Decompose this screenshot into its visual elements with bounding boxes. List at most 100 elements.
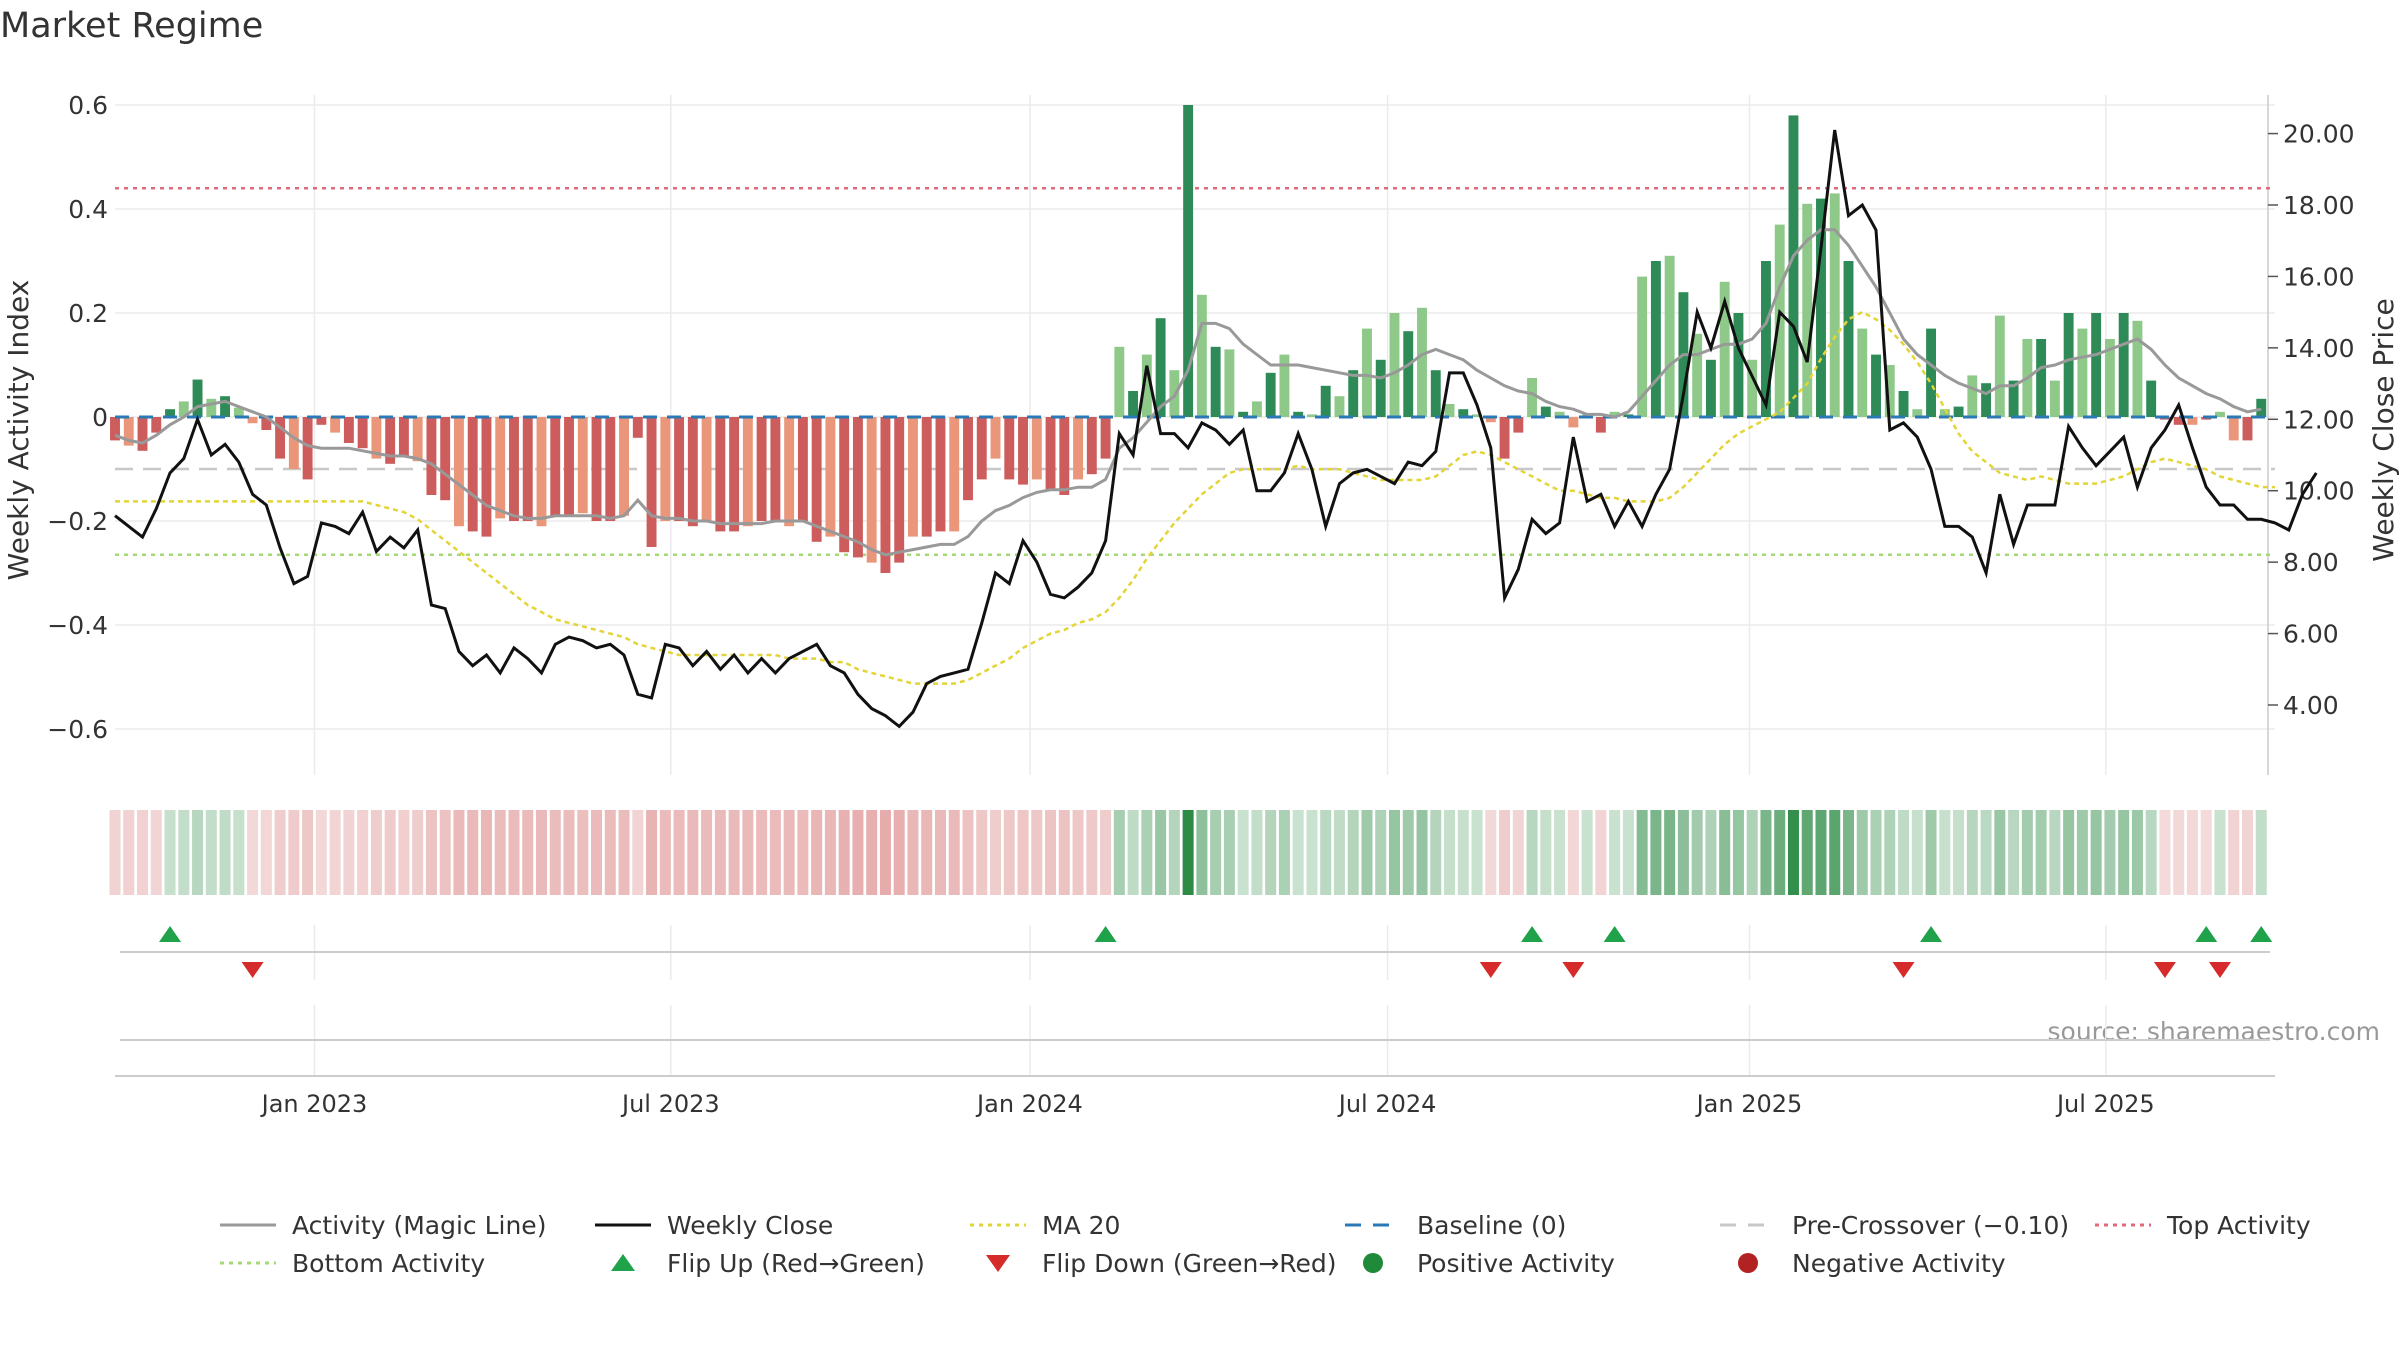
regime-strip-cell xyxy=(866,810,878,895)
activity-bar xyxy=(2036,339,2047,417)
activity-bar xyxy=(921,417,932,537)
regime-strip-cell xyxy=(109,810,121,895)
regime-strip-cell xyxy=(274,810,286,895)
y-tick-right-label: 10.00 xyxy=(2283,477,2355,506)
activity-bar xyxy=(2187,417,2198,425)
activity-bar xyxy=(1251,401,1262,417)
activity-bar xyxy=(1527,378,1538,417)
regime-strip-cell xyxy=(756,810,768,895)
regime-strip-cell xyxy=(948,810,960,895)
regime-strip xyxy=(109,810,2267,895)
activity-bar xyxy=(1348,370,1359,417)
activity-bar xyxy=(976,417,987,480)
activity-bar xyxy=(729,417,740,532)
activity-bar xyxy=(2228,417,2239,441)
activity-bar xyxy=(178,401,189,417)
regime-strip-cell xyxy=(1691,810,1703,895)
activity-bar xyxy=(1912,409,1923,417)
flip-up-marker xyxy=(2195,926,2218,942)
regime-strip-cell xyxy=(1512,810,1524,895)
activity-bar xyxy=(1939,409,1950,417)
regime-strip-cell xyxy=(260,810,272,895)
activity-bar xyxy=(1403,331,1414,417)
regime-strip-cell xyxy=(2104,810,2116,895)
activity-bar xyxy=(206,398,217,417)
activity-bar xyxy=(770,417,781,521)
activity-bar xyxy=(1554,411,1565,417)
regime-strip-cell xyxy=(811,810,823,895)
regime-strip-cell xyxy=(2145,810,2157,895)
activity-bar xyxy=(1499,417,1510,459)
regime-strip-cell xyxy=(233,810,245,895)
regime-strip-cell xyxy=(1141,810,1153,895)
activity-bar xyxy=(1843,261,1854,417)
regime-strip-cell xyxy=(2076,810,2088,895)
x-tick-label: Jul 2025 xyxy=(2055,1090,2155,1118)
regime-strip-cell xyxy=(549,810,561,895)
activity-bar xyxy=(220,396,231,417)
activity-bar xyxy=(2256,398,2267,417)
activity-bar xyxy=(1637,276,1648,417)
legend-item: Negative Activity xyxy=(1738,1249,2006,1278)
y-axis-right: 4.00 6.00 8.00 10.00 12.00 14.00 16.00 18.00 20.… xyxy=(2267,95,2355,775)
regime-strip-cell xyxy=(2255,810,2267,895)
regime-strip-cell xyxy=(2186,810,2198,895)
regime-strip-cell xyxy=(1732,810,1744,895)
regime-strip-cell xyxy=(1072,810,1084,895)
regime-strip-cell xyxy=(2214,810,2226,895)
activity-bar xyxy=(151,417,162,433)
activity-bar xyxy=(1183,105,1194,417)
activity-bar xyxy=(385,417,396,464)
regime-strip-cell xyxy=(1980,810,1992,895)
activity-bar xyxy=(233,407,244,417)
activity-bar xyxy=(1155,318,1166,417)
regime-strip-cell xyxy=(2159,810,2171,895)
legend-label: Flip Up (Red→Green) xyxy=(667,1249,925,1278)
activity-bar xyxy=(1430,370,1441,417)
activity-bar xyxy=(550,417,561,516)
activity-bar xyxy=(509,417,519,521)
regime-strip-cell xyxy=(302,810,314,895)
y-axis-left-label: Weekly Activity Index xyxy=(2,280,35,581)
regime-strip-cell xyxy=(824,810,836,895)
activity-bar xyxy=(426,417,437,495)
regime-strip-cell xyxy=(1155,810,1167,895)
regime-strip-cell xyxy=(412,810,424,895)
regime-strip-cell xyxy=(1292,810,1304,895)
legend-label: Bottom Activity xyxy=(292,1249,485,1278)
regime-strip-cell xyxy=(384,810,396,895)
activity-bar xyxy=(577,417,588,514)
activity-bar xyxy=(1265,372,1276,417)
flip-up-marker xyxy=(1603,926,1626,942)
activity-bar xyxy=(908,417,918,537)
y-tick-left-label: 0.4 xyxy=(68,195,108,224)
regime-strip-cell xyxy=(1843,810,1855,895)
regime-strip-cell xyxy=(2008,810,2020,895)
regime-strip-cell xyxy=(618,810,630,895)
regime-strip-cell xyxy=(1898,810,1910,895)
regime-strip-cell xyxy=(1045,810,1057,895)
activity-bar xyxy=(1375,359,1386,417)
activity-bar xyxy=(1238,411,1249,417)
x-tick-label: Jan 2025 xyxy=(1695,1090,1803,1118)
regime-strip-cell xyxy=(439,810,451,895)
regime-strip-cell xyxy=(1911,810,1923,895)
regime-strip-cell xyxy=(1457,810,1469,895)
regime-strip-cell xyxy=(1031,810,1043,895)
activity-bar xyxy=(275,417,286,459)
activity-bar xyxy=(2077,328,2088,417)
activity-bar xyxy=(1086,417,1097,475)
y-tick-right-label: 12.00 xyxy=(2283,405,2355,434)
activity-bar xyxy=(742,417,753,527)
legend-label: Top Activity xyxy=(2166,1211,2311,1240)
activity-bar xyxy=(1994,315,2005,417)
regime-strip-cell xyxy=(893,810,905,895)
regime-strip-cell xyxy=(398,810,410,895)
regime-strip-cell xyxy=(1925,810,1937,895)
regime-strip-cell xyxy=(1966,810,1978,895)
activity-bar xyxy=(2173,417,2184,425)
regime-strip-cell xyxy=(921,810,933,895)
y-tick-left-label: 0.2 xyxy=(68,299,108,328)
activity-bar xyxy=(440,417,451,501)
